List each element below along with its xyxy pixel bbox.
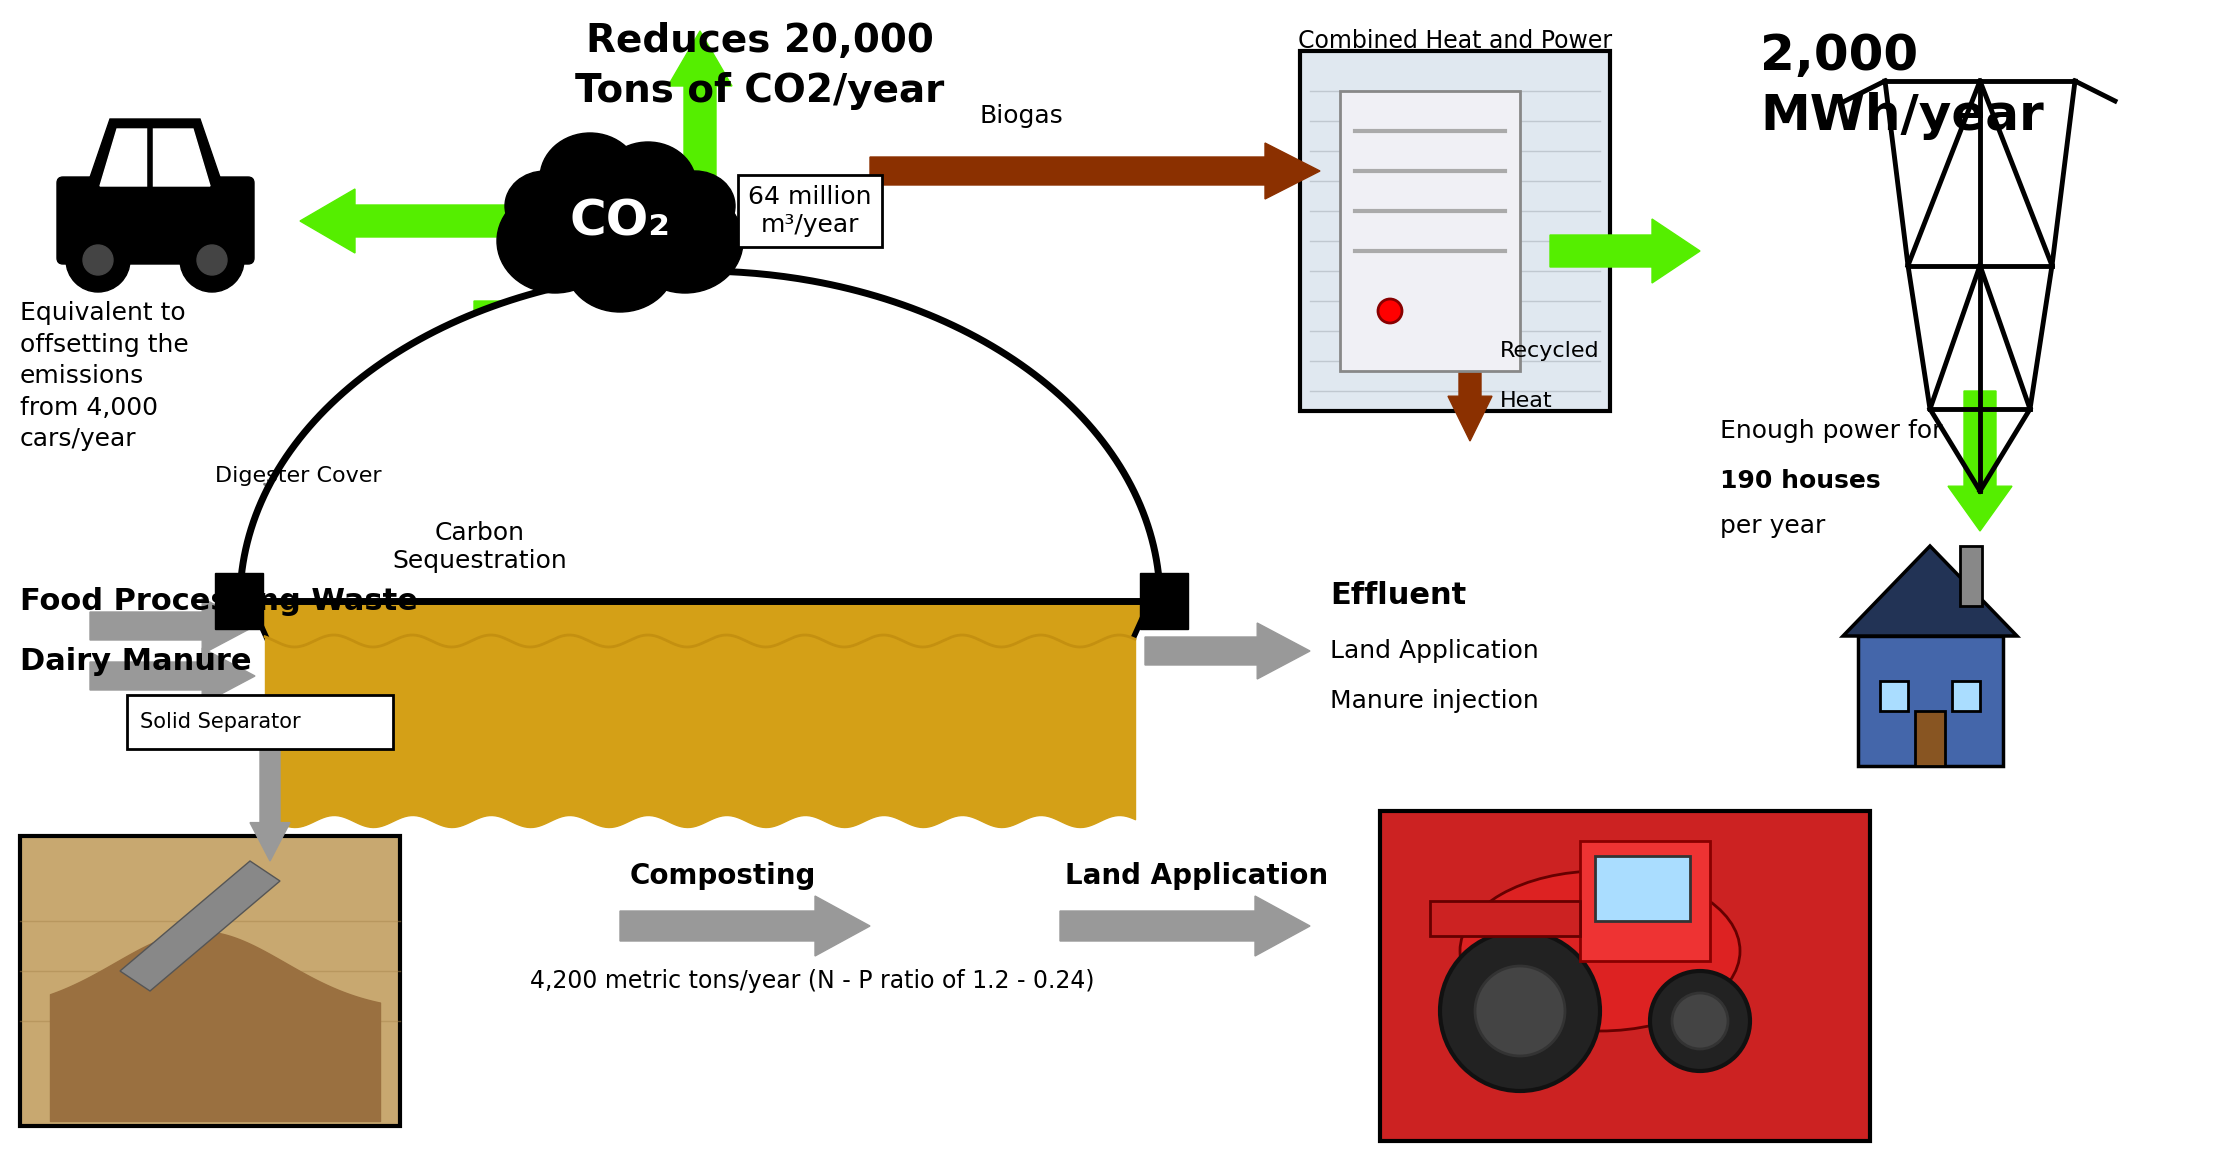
- Polygon shape: [869, 143, 1320, 199]
- Circle shape: [1475, 966, 1566, 1056]
- Text: Composting: Composting: [630, 862, 816, 890]
- Bar: [20, 836, 399, 1127]
- Polygon shape: [91, 598, 255, 653]
- Bar: [1881, 682, 1907, 711]
- Ellipse shape: [566, 215, 674, 311]
- Text: Land Application: Land Application: [1331, 639, 1539, 663]
- Polygon shape: [251, 741, 291, 861]
- Ellipse shape: [628, 189, 743, 293]
- Circle shape: [1650, 971, 1750, 1071]
- Circle shape: [1672, 993, 1728, 1049]
- Bar: [1380, 812, 1870, 1141]
- Text: 190 houses: 190 houses: [1719, 470, 1881, 493]
- Polygon shape: [1431, 900, 1579, 936]
- Circle shape: [180, 228, 244, 292]
- Circle shape: [82, 245, 113, 275]
- Text: per year: per year: [1719, 514, 1825, 537]
- Ellipse shape: [535, 156, 705, 296]
- Text: Dairy Manure: Dairy Manure: [20, 646, 251, 676]
- Circle shape: [197, 245, 226, 275]
- FancyBboxPatch shape: [58, 177, 255, 263]
- Ellipse shape: [654, 171, 734, 241]
- Text: MWh/year: MWh/year: [1761, 93, 2043, 141]
- Ellipse shape: [601, 142, 696, 226]
- Ellipse shape: [497, 189, 612, 293]
- Polygon shape: [120, 861, 279, 991]
- Bar: [1914, 711, 1945, 766]
- Polygon shape: [251, 601, 1149, 801]
- Polygon shape: [1144, 623, 1311, 679]
- Polygon shape: [84, 119, 224, 192]
- Text: Solid Separator: Solid Separator: [140, 712, 302, 732]
- Text: Combined Heat and Power: Combined Heat and Power: [1298, 29, 1612, 53]
- Polygon shape: [1550, 219, 1699, 283]
- Polygon shape: [621, 896, 869, 956]
- Bar: [1579, 841, 1710, 961]
- Bar: [1340, 91, 1519, 371]
- Text: Reduces 20,000: Reduces 20,000: [586, 22, 934, 60]
- Polygon shape: [1947, 391, 2012, 530]
- Bar: [1140, 573, 1189, 629]
- Bar: [215, 573, 264, 629]
- Polygon shape: [299, 189, 530, 253]
- Text: Recycled: Recycled: [1499, 341, 1599, 361]
- Text: Land Application: Land Application: [1065, 862, 1329, 890]
- Text: Heat: Heat: [1499, 391, 1553, 411]
- Bar: [1859, 636, 2003, 766]
- Bar: [1961, 546, 1983, 607]
- Polygon shape: [100, 129, 211, 186]
- Polygon shape: [240, 271, 1160, 601]
- Text: Tons of CO2/year: Tons of CO2/year: [574, 71, 945, 110]
- Text: Biogas: Biogas: [980, 104, 1065, 128]
- Ellipse shape: [1459, 871, 1739, 1030]
- FancyBboxPatch shape: [126, 696, 393, 749]
- Text: 64 million
m³/year: 64 million m³/year: [747, 185, 872, 237]
- Polygon shape: [91, 648, 255, 704]
- Ellipse shape: [506, 171, 586, 241]
- Circle shape: [67, 228, 131, 292]
- Bar: [1300, 52, 1610, 411]
- Text: Effluent: Effluent: [1331, 582, 1466, 610]
- Polygon shape: [1060, 896, 1311, 956]
- Text: Digester Cover: Digester Cover: [215, 466, 381, 486]
- Polygon shape: [1448, 301, 1493, 441]
- Text: Equivalent to
offsetting the
emissions
from 4,000
cars/year: Equivalent to offsetting the emissions f…: [20, 301, 189, 451]
- Circle shape: [1377, 299, 1402, 323]
- Text: CO₂: CO₂: [570, 197, 670, 245]
- Text: Enough power for: Enough power for: [1719, 419, 1943, 443]
- Polygon shape: [1843, 546, 2016, 636]
- Polygon shape: [668, 30, 732, 266]
- Text: Manure injection: Manure injection: [1331, 689, 1539, 713]
- Ellipse shape: [539, 133, 641, 222]
- Text: Food Processing Waste: Food Processing Waste: [20, 587, 417, 616]
- Bar: [1595, 856, 1690, 922]
- Bar: [1952, 682, 1981, 711]
- Circle shape: [1439, 931, 1599, 1091]
- Text: 4,200 metric tons/year (N - P ratio of 1.2 - 0.24): 4,200 metric tons/year (N - P ratio of 1…: [530, 968, 1093, 993]
- Text: 2,000: 2,000: [1761, 32, 1919, 80]
- Polygon shape: [457, 301, 521, 471]
- Text: Carbon
Sequestration: Carbon Sequestration: [393, 521, 568, 573]
